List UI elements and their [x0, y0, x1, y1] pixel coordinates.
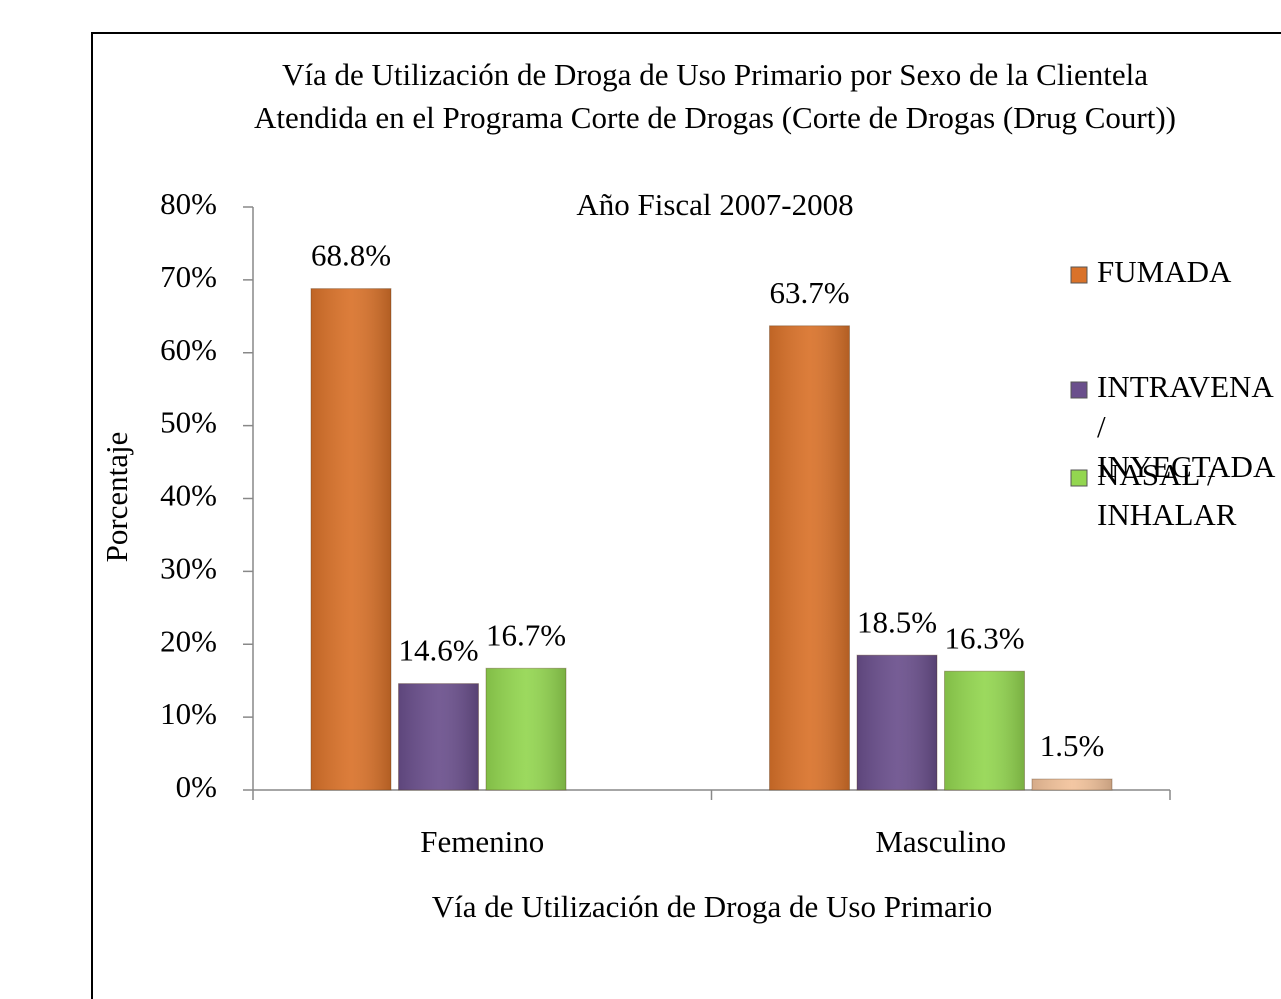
legend-label: NASAL / INHALAR [1097, 457, 1237, 532]
data-label: 14.6% [398, 633, 478, 668]
legend-swatch [1070, 381, 1088, 399]
data-label: 63.7% [769, 275, 849, 310]
legend-swatch [1070, 266, 1088, 284]
y-tick-label: 50% [160, 405, 217, 440]
data-label: 1.5% [1040, 728, 1105, 763]
legend-swatch [1070, 469, 1088, 487]
legend-label: INTRAVENA / INYECTADA [1097, 369, 1276, 484]
data-label: 16.7% [486, 617, 566, 652]
data-label: 68.8% [311, 238, 391, 273]
data-label: 18.5% [857, 604, 937, 639]
x-tick-label: Femenino [420, 824, 544, 859]
chart-frame [91, 32, 1281, 999]
bar-shade [486, 668, 566, 790]
bar-shade [311, 288, 391, 790]
y-tick-label: 60% [160, 332, 217, 367]
y-tick-label: 70% [160, 259, 217, 294]
y-axis-label: Porcentaje [99, 432, 134, 563]
bar-shade [398, 683, 479, 790]
bar-shade [944, 671, 1025, 790]
y-tick-label: 20% [160, 623, 217, 658]
data-label: 16.3% [944, 620, 1024, 655]
bar-shade [1032, 779, 1112, 790]
y-tick-label: 0% [176, 769, 217, 804]
y-tick-label: 40% [160, 478, 217, 513]
y-tick-label: 10% [160, 696, 217, 731]
y-tick-label: 30% [160, 550, 217, 585]
bar-shade [769, 325, 850, 790]
x-axis-label: Vía de Utilización de Droga de Uso Prima… [432, 889, 992, 924]
chart-subtitle: Año Fiscal 2007-2008 [576, 187, 853, 222]
x-tick-label: Masculino [875, 824, 1006, 859]
chart-title: Vía de Utilización de Droga de Uso Prima… [254, 57, 1176, 135]
bar-shade [857, 655, 937, 790]
y-tick-label: 80% [160, 186, 217, 221]
legend-label: FUMADA [1097, 254, 1232, 289]
